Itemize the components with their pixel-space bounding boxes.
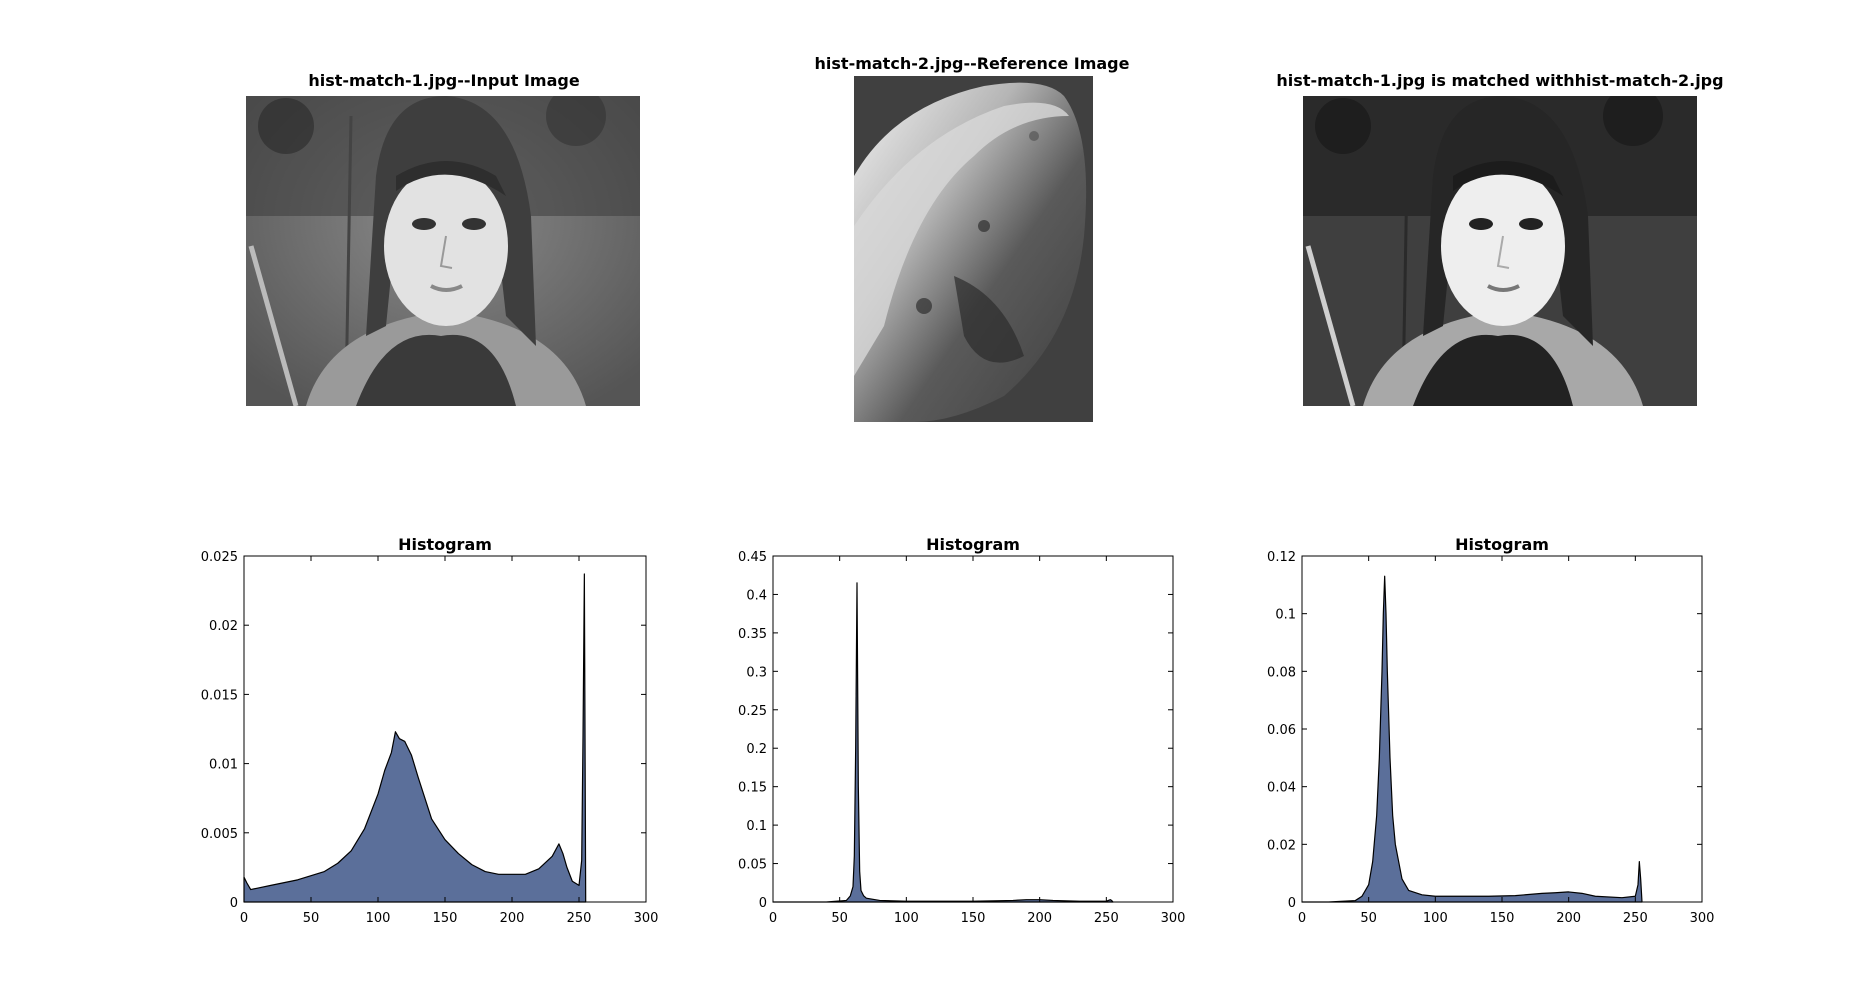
y-tick-label: 0.025 [201, 550, 238, 565]
matched-portrait-icon [1303, 96, 1697, 406]
reference-asteroid-icon [854, 76, 1093, 422]
histogram-2: 0 50 100 150 200 250 300 0 0.05 0.1 0.15 0.2 0.25 0.3… [738, 535, 1185, 926]
x-tick-label: 100 [366, 911, 391, 926]
reference-image [854, 76, 1093, 422]
matched-image [1303, 96, 1697, 406]
image-title-input: hist-match-1.jpg--Input Image [308, 71, 580, 90]
y-tick-label: 0.02 [209, 619, 238, 634]
image-title-reference: hist-match-2.jpg--Reference Image [814, 54, 1130, 73]
x-tick-label: 250 [1623, 911, 1648, 926]
x-tick-label: 0 [1298, 911, 1306, 926]
input-image [246, 96, 640, 406]
x-tick-label: 300 [1690, 911, 1715, 926]
y-tick-label: 0.08 [1267, 665, 1296, 680]
y-tick-label: 0.45 [738, 550, 767, 565]
histogram-area [772, 582, 1114, 903]
x-tick-label: 300 [1161, 911, 1186, 926]
x-tick-label: 150 [1490, 911, 1515, 926]
input-portrait-icon [246, 96, 640, 406]
y-tick-label: 0.35 [738, 627, 767, 642]
x-tick-label: 300 [634, 911, 659, 926]
y-tick-label: 0.02 [1267, 838, 1296, 853]
x-tick-label: 0 [769, 911, 777, 926]
x-tick-label: 50 [1360, 911, 1377, 926]
y-tick-label: 0.15 [738, 781, 767, 796]
y-tick-label: 0.3 [746, 665, 767, 680]
x-tick-label: 150 [961, 911, 986, 926]
axes-box [772, 555, 1174, 903]
x-tick-label: 100 [894, 911, 919, 926]
y-tick-label: 0.04 [1267, 781, 1296, 796]
histogram-area [1301, 575, 1643, 903]
x-tick-label: 150 [433, 911, 458, 926]
x-tick-label: 250 [567, 911, 592, 926]
y-tick-label: 0.01 [209, 758, 238, 773]
histogram-area [243, 573, 587, 903]
y-tick-label: 0 [230, 896, 238, 911]
x-tick-label: 50 [831, 911, 848, 926]
y-tick-label: 0.1 [1275, 608, 1296, 623]
histogram-title: Histogram [1455, 535, 1549, 554]
x-tick-label: 50 [303, 911, 320, 926]
y-tick-label: 0.25 [738, 704, 767, 719]
y-tick-label: 0.1 [746, 819, 767, 834]
histogram-1: 0 50 100 150 200 250 300 0 0.005 0.01 0.015 0.02 0.0… [201, 535, 659, 926]
y-tick-label: 0.2 [746, 742, 767, 757]
y-tick-label: 0 [1288, 896, 1296, 911]
y-tick-label: 0.005 [201, 827, 238, 842]
y-tick-label: 0.05 [738, 858, 767, 873]
x-tick-label: 100 [1423, 911, 1448, 926]
y-tick-label: 0.06 [1267, 723, 1296, 738]
y-tick-label: 0.12 [1267, 550, 1296, 565]
y-tick-label: 0 [759, 896, 767, 911]
y-tick-label: 0.015 [201, 688, 238, 703]
histogram-3: 0 50 100 150 200 250 300 0 0.02 0.04 0.06 0.08 0.1 0.… [1267, 535, 1714, 926]
x-tick-label: 200 [1027, 911, 1052, 926]
x-tick-label: 200 [1556, 911, 1581, 926]
y-tick-label: 0.4 [746, 588, 767, 603]
x-tick-label: 200 [500, 911, 525, 926]
axes-box [1301, 555, 1703, 903]
image-title-matched: hist-match-1.jpg is matched withhist-mat… [1276, 71, 1724, 90]
histogram-title: Histogram [398, 535, 492, 554]
x-tick-label: 250 [1094, 911, 1119, 926]
x-tick-label: 0 [240, 911, 248, 926]
histogram-title: Histogram [926, 535, 1020, 554]
